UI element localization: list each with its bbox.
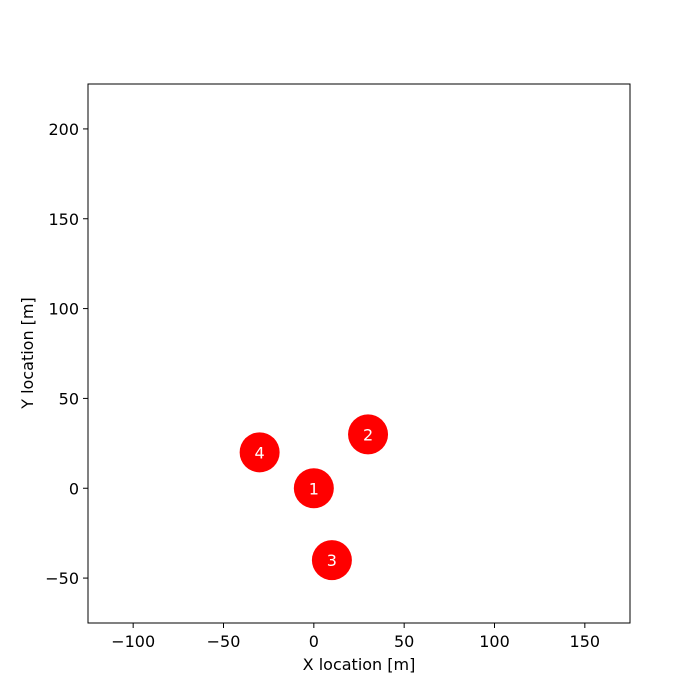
x-axis-label: X location [m] <box>303 655 416 674</box>
y-tick-label: 100 <box>48 300 79 319</box>
y-tick-label: 150 <box>48 210 79 229</box>
y-tick-label: 200 <box>48 120 79 139</box>
x-tick-label: 150 <box>570 632 601 651</box>
data-point-marker <box>239 432 280 473</box>
data-point-label: 4 <box>255 443 265 462</box>
x-tick-label: −100 <box>111 632 155 651</box>
data-points: 1 2 3 4 <box>239 414 389 581</box>
x-tick-label: −50 <box>207 632 241 651</box>
y-tick-label: −50 <box>45 569 79 588</box>
x-tick-label: 100 <box>479 632 510 651</box>
y-tick-label: 50 <box>59 389 79 408</box>
data-point-marker <box>293 468 334 509</box>
data-point-marker <box>348 414 389 455</box>
data-point-label: 2 <box>363 425 373 444</box>
data-point-marker <box>311 540 352 581</box>
y-axis-label: Y location [m] <box>18 297 37 410</box>
data-point-label: 1 <box>309 479 319 498</box>
plot-area <box>87 83 631 624</box>
x-tick-label: 0 <box>309 632 319 651</box>
y-axis-ticks: −50 0 50 100 150 200 <box>45 120 88 588</box>
x-axis-ticks: −100 −50 0 50 100 150 <box>111 623 600 651</box>
y-tick-label: 0 <box>69 479 79 498</box>
x-tick-label: 50 <box>394 632 414 651</box>
data-point-label: 3 <box>327 551 337 570</box>
